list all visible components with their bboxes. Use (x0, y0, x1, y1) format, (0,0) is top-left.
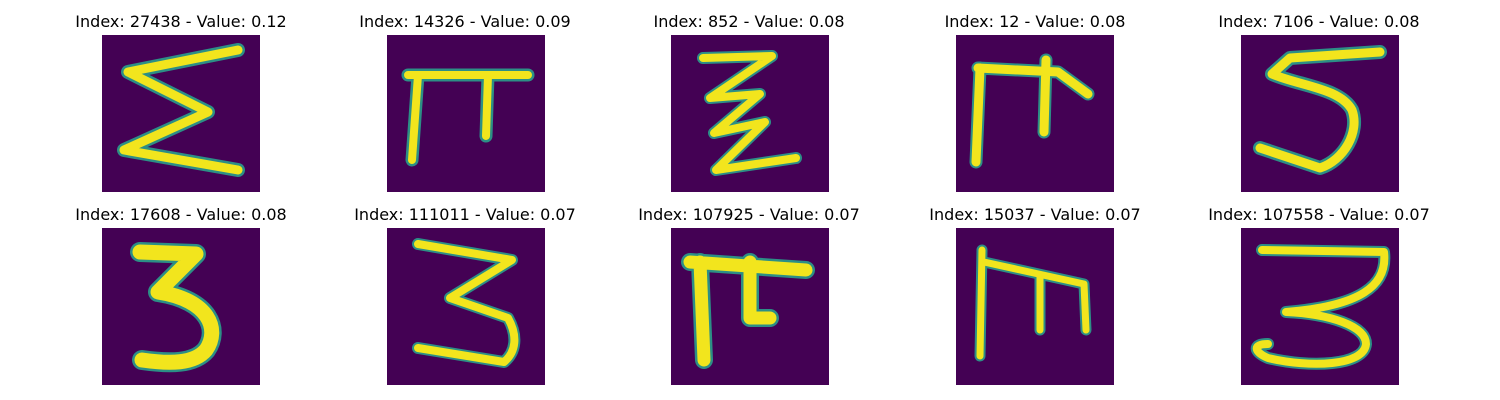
panel-title: Index: 27438 - Value: 0.12 (75, 12, 286, 31)
glyph-thick-cross (681, 253, 815, 369)
panel-title: Index: 107558 - Value: 0.07 (1208, 205, 1430, 224)
glyph-box-m (974, 244, 1092, 362)
glyph-zigzag-z (697, 50, 802, 176)
panel-14326: Index: 14326 - Value: 0.09 (359, 12, 571, 192)
panel-27438: Index: 27438 - Value: 0.12 (75, 12, 287, 192)
glyph-loop-3 (1250, 244, 1391, 370)
glyph-thin-3 (412, 238, 521, 368)
panel-15037: Index: 15037 - Value: 0.07 (929, 205, 1141, 385)
panel-title: Index: 15037 - Value: 0.07 (929, 205, 1140, 224)
panel-title: Index: 12 - Value: 0.08 (945, 12, 1126, 31)
glyph-digit-5 (1253, 45, 1387, 175)
panel-12: Index: 12 - Value: 0.08 (945, 12, 1126, 192)
panel-title: Index: 852 - Value: 0.08 (653, 12, 844, 31)
panel-107558: Index: 107558 - Value: 0.07 (1208, 205, 1430, 385)
panel-107925: Index: 107925 - Value: 0.07 (638, 205, 860, 385)
panel-title: Index: 17608 - Value: 0.08 (75, 205, 286, 224)
glyph-cross-hook (969, 53, 1095, 169)
panel-7106: Index: 7106 - Value: 0.08 (1218, 12, 1420, 192)
panel-title: Index: 107925 - Value: 0.07 (638, 205, 860, 224)
glyph-bold-3 (130, 242, 222, 373)
panel-title: Index: 7106 - Value: 0.08 (1218, 12, 1419, 31)
glyph-sigma-like (117, 43, 245, 177)
panel-111011: Index: 111011 - Value: 0.07 (354, 205, 576, 385)
panel-17608: Index: 17608 - Value: 0.08 (75, 205, 287, 385)
panel-title: Index: 14326 - Value: 0.09 (359, 12, 570, 31)
panel-852: Index: 852 - Value: 0.08 (653, 12, 845, 192)
glyph-pi-like (401, 68, 535, 167)
panel-title: Index: 111011 - Value: 0.07 (354, 205, 576, 224)
